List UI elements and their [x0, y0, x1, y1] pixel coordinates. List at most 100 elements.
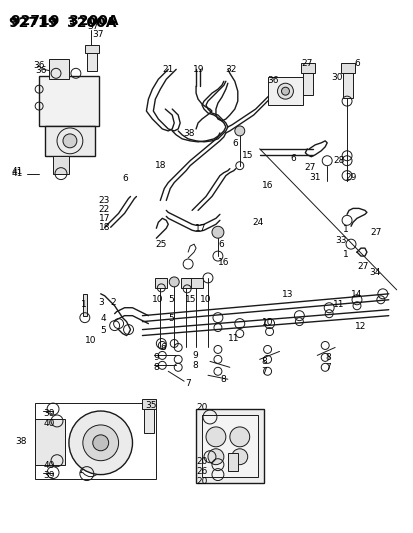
Text: 40: 40	[43, 461, 55, 470]
Text: 5: 5	[100, 326, 106, 335]
Text: 11: 11	[332, 300, 344, 309]
Text: 15: 15	[185, 295, 196, 304]
Bar	[196, 409, 263, 482]
Text: 32: 32	[224, 66, 236, 75]
Bar	[181, 278, 192, 288]
Text: 9: 9	[153, 353, 159, 362]
Text: 14: 14	[350, 290, 361, 299]
Text: 7: 7	[325, 364, 330, 373]
Text: 7: 7	[261, 367, 267, 376]
Circle shape	[277, 83, 293, 99]
Bar	[342, 74, 352, 98]
Text: 33: 33	[335, 236, 346, 245]
Text: 18: 18	[155, 161, 166, 169]
Text: 38: 38	[15, 437, 27, 446]
Text: 17: 17	[98, 214, 110, 223]
Text: 6: 6	[290, 154, 295, 163]
Circle shape	[229, 427, 249, 447]
Bar	[49, 59, 69, 79]
Text: 35: 35	[145, 401, 157, 410]
Text: 8: 8	[192, 361, 197, 370]
Text: 38: 38	[183, 129, 194, 138]
Text: 20: 20	[196, 403, 207, 412]
Text: 10: 10	[261, 318, 273, 327]
Circle shape	[93, 435, 108, 451]
Bar	[39, 76, 98, 126]
Text: 25: 25	[155, 240, 166, 249]
Text: 39: 39	[43, 409, 55, 418]
Text: 41: 41	[11, 168, 23, 177]
Text: 37: 37	[87, 22, 98, 31]
Circle shape	[83, 425, 118, 461]
Text: 16: 16	[217, 258, 229, 267]
Circle shape	[234, 126, 244, 136]
Text: 6: 6	[160, 343, 166, 352]
Text: 36: 36	[35, 66, 47, 75]
Text: 6: 6	[217, 240, 223, 249]
Text: 1: 1	[342, 250, 348, 259]
Text: 11: 11	[227, 334, 239, 343]
Bar	[35, 403, 156, 479]
Text: 10: 10	[152, 295, 164, 304]
Text: 8: 8	[219, 375, 225, 384]
Text: 8: 8	[325, 353, 330, 362]
Circle shape	[231, 449, 247, 465]
Text: 41: 41	[11, 167, 23, 176]
Text: 15: 15	[241, 151, 253, 160]
Text: 27: 27	[304, 163, 315, 172]
Text: 12: 12	[354, 321, 366, 330]
Text: 9: 9	[192, 351, 197, 360]
Text: 36: 36	[33, 61, 45, 70]
Text: 27: 27	[356, 262, 368, 271]
Text: 10: 10	[85, 336, 96, 344]
Text: 4: 4	[100, 314, 106, 322]
Text: 18: 18	[98, 223, 110, 232]
Text: 37: 37	[93, 30, 104, 38]
Bar	[85, 45, 98, 53]
Bar	[53, 156, 69, 174]
Text: 17: 17	[195, 224, 206, 233]
Bar	[303, 74, 313, 95]
Text: 2: 2	[110, 298, 116, 307]
Bar	[267, 77, 303, 105]
Text: 1: 1	[342, 225, 348, 235]
Text: 13: 13	[281, 290, 292, 299]
Text: 92719  3200A: 92719 3200A	[9, 15, 116, 30]
Bar	[301, 63, 315, 74]
Text: 16: 16	[261, 181, 273, 190]
Bar	[45, 126, 95, 156]
Text: 24: 24	[252, 219, 263, 228]
Bar	[227, 453, 237, 471]
Text: 1: 1	[81, 300, 86, 309]
Text: 40: 40	[43, 419, 55, 428]
Text: 34: 34	[368, 268, 380, 277]
Bar	[155, 278, 167, 288]
Bar	[202, 415, 257, 477]
Text: 5: 5	[168, 314, 173, 322]
Bar	[340, 63, 354, 74]
Circle shape	[169, 277, 179, 287]
Text: 6: 6	[232, 139, 238, 148]
Bar	[144, 409, 154, 433]
Text: 27: 27	[301, 59, 312, 68]
Circle shape	[206, 427, 225, 447]
Text: 8: 8	[261, 358, 267, 366]
Text: 3: 3	[98, 298, 104, 307]
Text: 19: 19	[192, 66, 204, 75]
Text: 20: 20	[196, 477, 207, 486]
Bar	[87, 53, 97, 71]
Bar	[191, 278, 202, 288]
Text: 30: 30	[330, 74, 342, 82]
Circle shape	[69, 411, 132, 474]
Text: 26: 26	[196, 467, 207, 475]
Text: 22: 22	[98, 205, 110, 214]
Text: 6: 6	[122, 174, 128, 183]
Text: 29: 29	[344, 173, 356, 182]
Text: 21: 21	[162, 66, 173, 75]
Text: 28: 28	[332, 156, 344, 165]
Text: 7: 7	[185, 379, 190, 388]
Text: 10: 10	[199, 295, 211, 304]
Text: 39: 39	[43, 471, 55, 480]
Bar	[35, 419, 65, 465]
Circle shape	[63, 134, 77, 148]
